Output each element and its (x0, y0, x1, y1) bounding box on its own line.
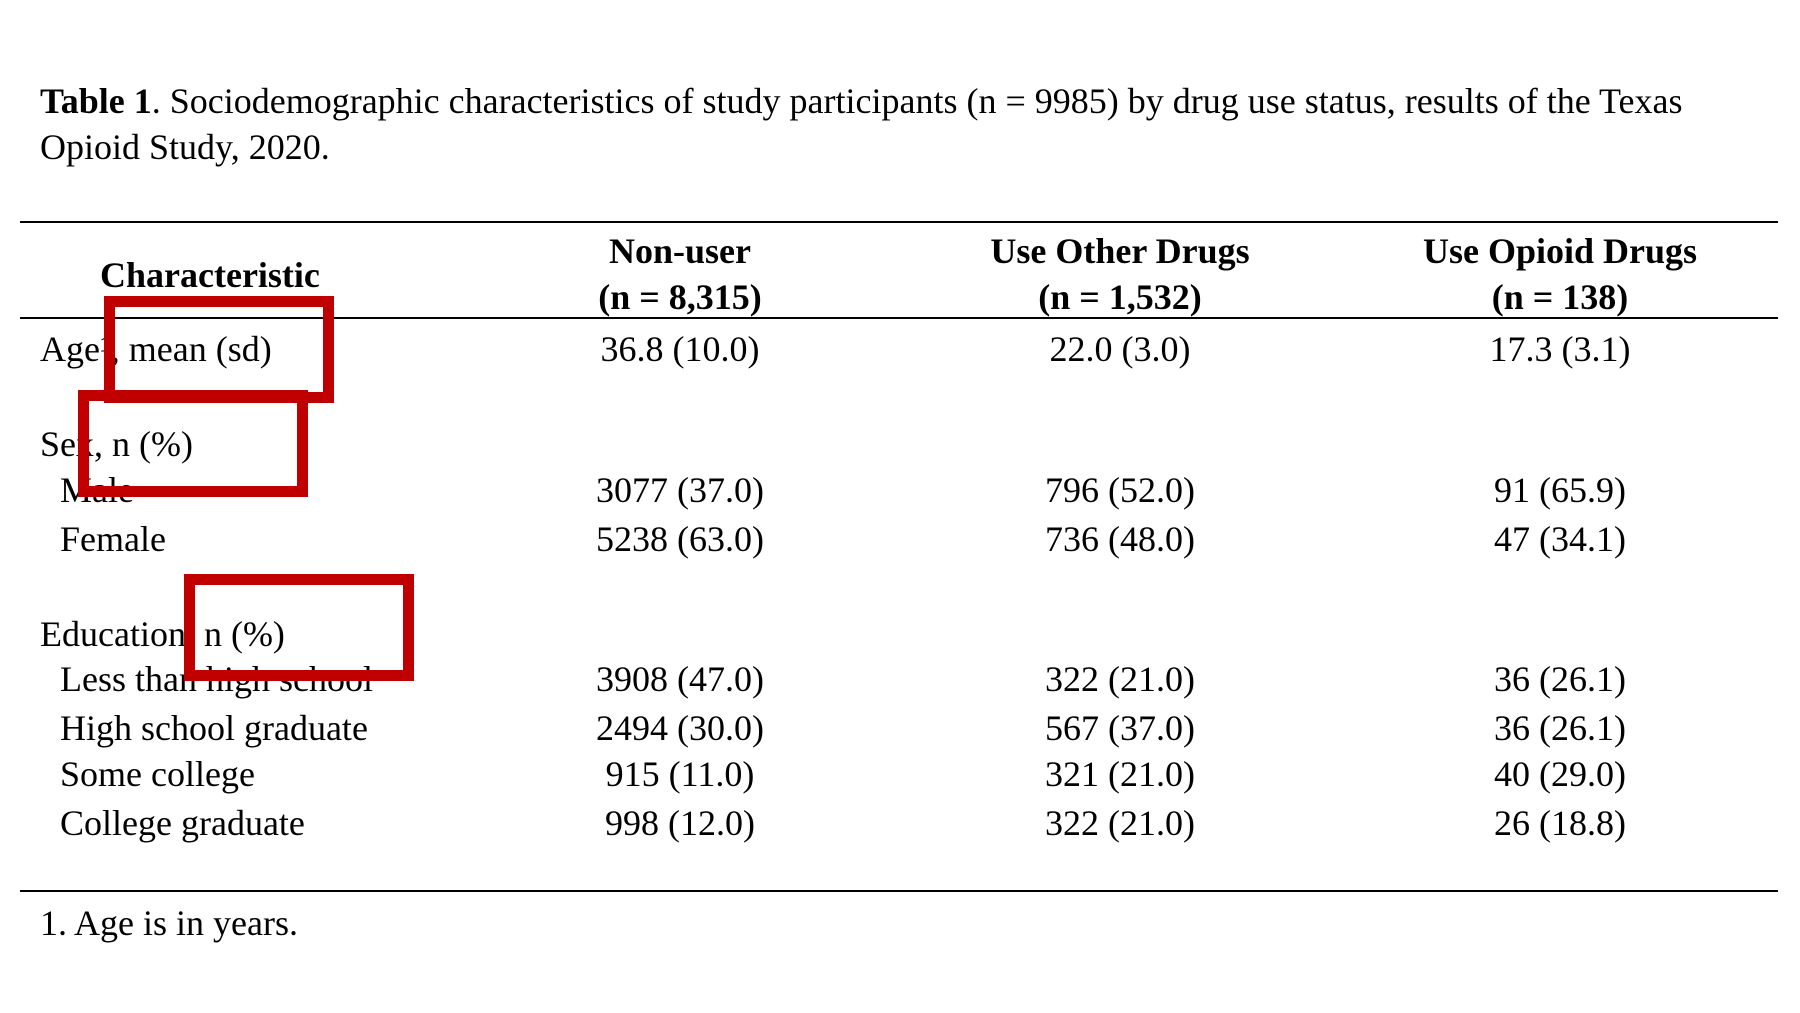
cell-sc-non-user: 915 (11.0) (605, 754, 755, 794)
row-label-education: Education, n (%) (40, 614, 285, 654)
cell-hsg-other-drugs: 567 (37.0) (1045, 708, 1195, 748)
cell-cg-non-user: 998 (12.0) (605, 803, 755, 843)
header-rule (20, 317, 1778, 319)
header-non-user-n: (n = 8,315) (598, 277, 762, 317)
cell-sc-other-drugs: 321 (21.0) (1045, 754, 1195, 794)
header-characteristic: Characteristic (100, 255, 320, 295)
cell-age-opioid-drugs: 17.3 (3.1) (1489, 329, 1631, 369)
row-label-age: Age¹, mean (sd) (40, 329, 272, 369)
header-opioid-drugs: Use Opioid Drugs (n = 138) (1395, 228, 1725, 320)
row-label-high-school-graduate: High school graduate (60, 708, 368, 748)
cell-age-other-drugs: 22.0 (3.0) (1049, 329, 1191, 369)
bottom-rule (20, 890, 1778, 892)
header-other-drugs-title: Use Other Drugs (990, 231, 1250, 271)
cell-female-other-drugs: 736 (48.0) (1045, 519, 1195, 559)
cell-hsg-non-user: 2494 (30.0) (596, 708, 764, 748)
cell-lths-non-user: 3908 (47.0) (596, 659, 764, 699)
table-caption: Table 1. Sociodemographic characteristic… (40, 78, 1770, 170)
cell-lths-other-drugs: 322 (21.0) (1045, 659, 1195, 699)
cell-male-non-user: 3077 (37.0) (596, 470, 764, 510)
header-non-user-title: Non-user (609, 231, 751, 271)
cell-female-non-user: 5238 (63.0) (596, 519, 764, 559)
header-opioid-drugs-n: (n = 138) (1491, 277, 1629, 317)
highlight-box-education (184, 574, 414, 681)
row-label-college-graduate: College graduate (60, 803, 305, 843)
cell-male-opioid-drugs: 91 (65.9) (1494, 470, 1626, 510)
top-rule (20, 221, 1778, 223)
header-non-user: Non-user (n = 8,315) (540, 228, 820, 320)
cell-hsg-opioid-drugs: 36 (26.1) (1494, 708, 1626, 748)
caption-text: . Sociodemographic characteristics of st… (40, 81, 1683, 167)
cell-male-other-drugs: 796 (52.0) (1045, 470, 1195, 510)
cell-sc-opioid-drugs: 40 (29.0) (1494, 754, 1626, 794)
cell-age-non-user: 36.8 (10.0) (600, 329, 760, 369)
highlight-box-age (104, 296, 334, 403)
header-opioid-drugs-title: Use Opioid Drugs (1422, 231, 1698, 271)
row-label-some-college: Some college (60, 754, 255, 794)
row-label-female: Female (60, 519, 166, 559)
cell-cg-opioid-drugs: 26 (18.8) (1494, 803, 1626, 843)
header-other-drugs: Use Other Drugs (n = 1,532) (960, 228, 1280, 320)
header-other-drugs-n: (n = 1,532) (1038, 277, 1202, 317)
cell-female-opioid-drugs: 47 (34.1) (1494, 519, 1626, 559)
table-label: Table 1 (40, 81, 152, 121)
cell-cg-other-drugs: 322 (21.0) (1045, 803, 1195, 843)
highlight-box-sex (78, 390, 308, 497)
cell-lths-opioid-drugs: 36 (26.1) (1494, 659, 1626, 699)
footnote: 1. Age is in years. (40, 903, 298, 943)
row-label-sex: Sex, n (%) (40, 424, 193, 464)
